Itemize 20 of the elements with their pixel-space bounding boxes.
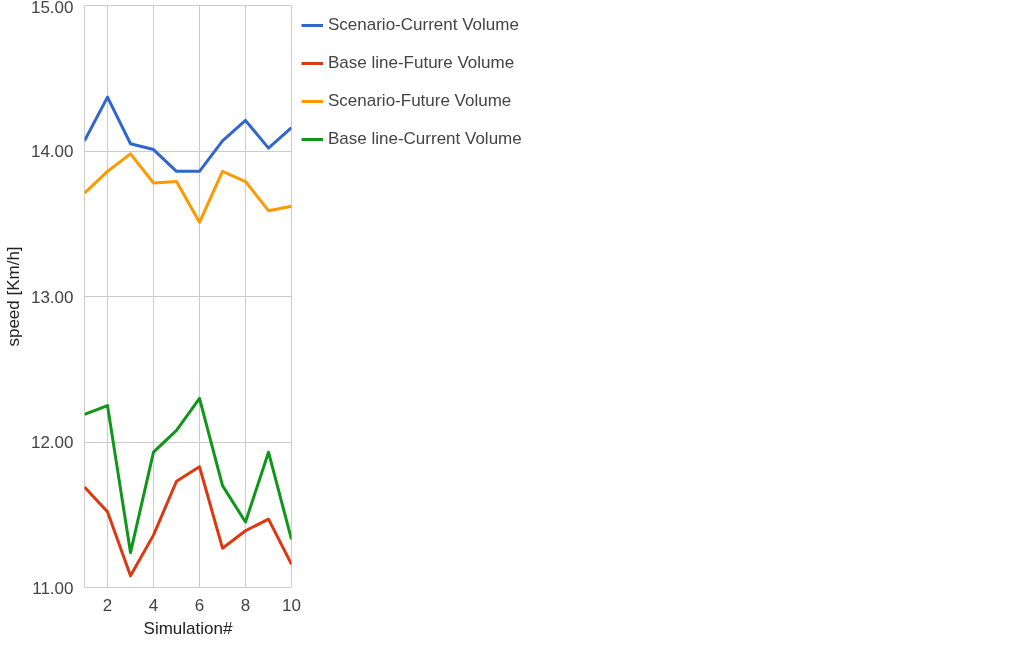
y-axis-title: speed [Km/h] <box>3 246 23 347</box>
x-tick-label: 6 <box>194 595 205 615</box>
y-tick-label: 11.00 <box>32 578 74 598</box>
x-axis-title: Simulation# <box>143 618 233 638</box>
y-tick-label: 15.00 <box>30 0 74 17</box>
y-tick-label: 12.00 <box>30 433 74 452</box>
line-series <box>84 95 292 173</box>
x-tick-label: 2 <box>102 595 113 615</box>
legend-label: Base line-Current Volume <box>328 129 522 149</box>
legend-label: Base line-Future Volume <box>328 53 515 73</box>
line-series <box>84 396 292 555</box>
x-tick-label: 8 <box>240 595 251 615</box>
y-tick-label: 14.00 <box>30 142 74 161</box>
line-series <box>84 465 292 578</box>
x-tick-label: 4 <box>148 595 159 615</box>
legend-label: Scenario-Future Volume <box>328 91 512 111</box>
x-tick-label: 10 <box>282 595 301 615</box>
legend-label: Scenario-Current Volume <box>328 15 519 35</box>
line-series <box>84 152 292 224</box>
y-tick-label: 13.00 <box>30 287 74 307</box>
